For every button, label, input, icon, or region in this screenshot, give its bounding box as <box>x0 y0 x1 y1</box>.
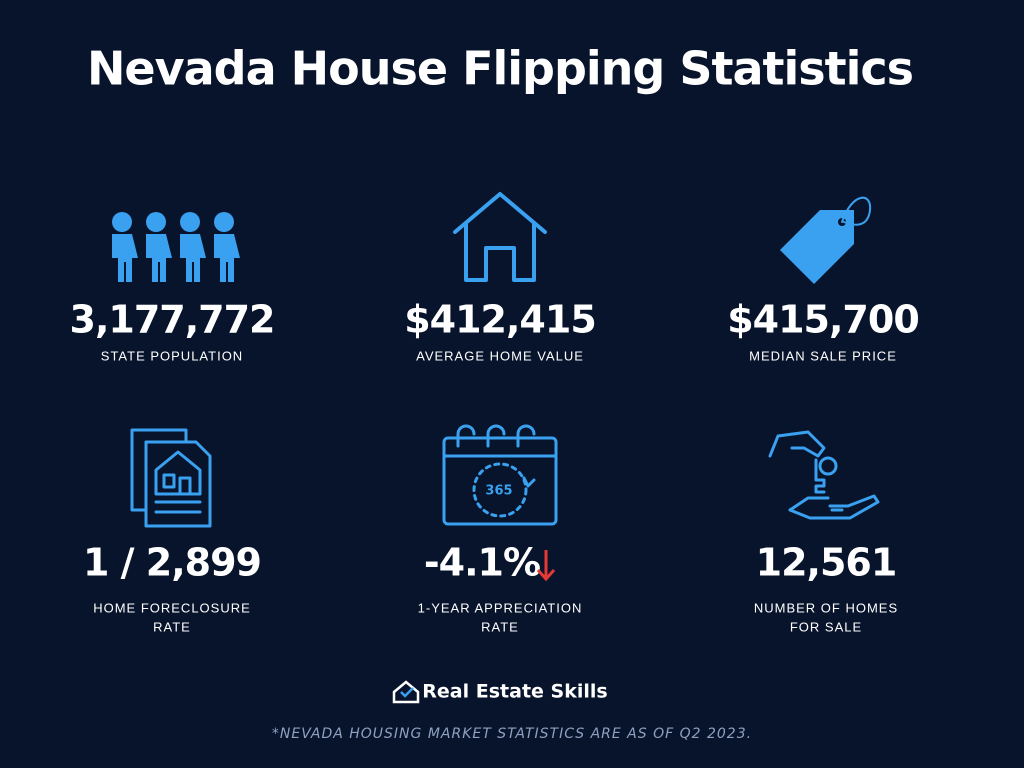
stat-label: STATE POPULATION <box>101 348 243 363</box>
stat-label: MEDIAN SALE PRICE <box>749 348 897 363</box>
calendar-icon <box>442 424 558 526</box>
stat-label: FOR SALE <box>790 619 862 634</box>
stat-label: 1-YEAR APPRECIATION <box>418 600 583 615</box>
people-icon <box>112 212 240 282</box>
calendar-text: 365 <box>485 484 512 499</box>
stat-label: AVERAGE HOME VALUE <box>416 348 584 363</box>
brand-logo <box>392 680 420 704</box>
price-tag-icon <box>780 196 872 284</box>
stat-value: $412,415 <box>404 298 596 342</box>
stat-label: NUMBER OF HOMES <box>754 600 898 615</box>
footnote: *NEVADA HOUSING MARKET STATISTICS ARE AS… <box>272 726 752 742</box>
down-arrow <box>536 550 556 582</box>
hand-key-icon <box>768 430 880 520</box>
house-icon <box>453 192 547 282</box>
stat-value: $415,700 <box>727 298 919 342</box>
stat-label: RATE <box>153 619 191 634</box>
stat-label: RATE <box>481 619 519 634</box>
stat-value: 3,177,772 <box>70 298 275 342</box>
document-icon <box>130 428 212 528</box>
brand-name: Real Estate Skills <box>422 681 607 703</box>
stat-value: 1 / 2,899 <box>83 541 261 585</box>
title: Nevada House Flipping Statistics <box>87 42 913 96</box>
stat-value: 12,561 <box>756 541 897 585</box>
stat-label: HOME FORECLOSURE <box>93 600 251 615</box>
stat-value: -4.1% <box>424 541 540 585</box>
